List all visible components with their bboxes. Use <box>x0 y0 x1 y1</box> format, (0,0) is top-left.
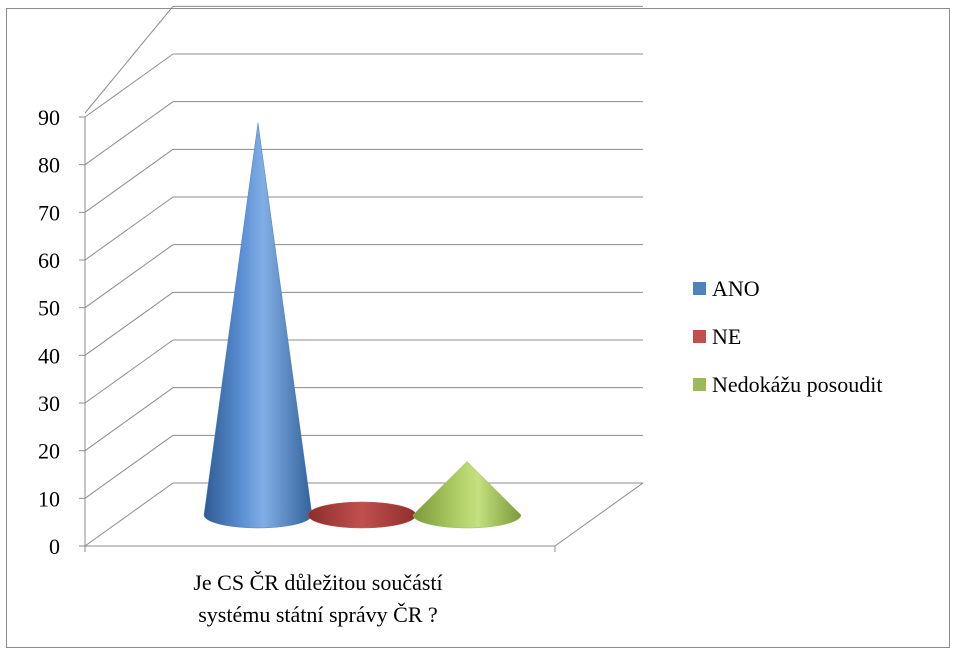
bars <box>203 122 522 529</box>
cone-bar-1 <box>307 501 417 529</box>
side-grid-line <box>84 148 174 213</box>
y-tick-label: 20 <box>38 439 60 464</box>
side-grid-line <box>84 339 174 404</box>
y-tick-label: 70 <box>38 200 60 225</box>
legend-swatch-ne <box>693 330 706 343</box>
y-tick-label: 0 <box>49 534 60 559</box>
y-tick-label: 80 <box>38 153 60 178</box>
y-tick-label: 50 <box>38 296 60 321</box>
legend-label-ne: NE <box>712 324 741 349</box>
legend: ANO NE Nedokážu posoudit <box>693 276 882 397</box>
cone-bar-body <box>412 461 522 529</box>
floor-right-edge <box>554 482 644 547</box>
side-grid-line <box>84 53 174 118</box>
x-category-label-line-1: Je CS ČR důležitou součástí <box>193 570 442 595</box>
side-grid-line <box>84 291 174 356</box>
legend-label-ano: ANO <box>712 276 760 301</box>
grid-lines <box>84 5 643 547</box>
side-grid-line <box>84 434 174 499</box>
y-tick-label: 90 <box>38 105 60 130</box>
legend-label-nedokazu: Nedokážu posoudit <box>712 372 882 397</box>
chart-frame <box>6 8 950 648</box>
y-tick-label: 10 <box>38 486 60 511</box>
cone-bar-body <box>203 122 313 529</box>
side-grid-line <box>84 196 174 261</box>
cone-bar-2 <box>412 461 522 529</box>
x-category-label-line-2: systému státní správy ČR ? <box>198 602 438 627</box>
legend-swatch-ano <box>693 282 706 295</box>
side-grid-line <box>84 101 174 166</box>
cone-bar-flat <box>307 501 417 529</box>
side-grid-line <box>84 6 174 114</box>
y-tick-labels: 0 10 20 30 40 50 60 70 80 90 <box>38 105 85 559</box>
side-grid-line <box>84 482 174 547</box>
y-tick-label: 40 <box>38 343 60 368</box>
side-grid-line <box>84 387 174 452</box>
y-tick-label: 30 <box>38 391 60 416</box>
cone-bar-0 <box>203 122 313 529</box>
y-tick-label: 60 <box>38 248 60 273</box>
side-grid-line <box>84 244 174 309</box>
axes <box>84 117 644 552</box>
legend-swatch-nedokazu <box>693 378 706 391</box>
